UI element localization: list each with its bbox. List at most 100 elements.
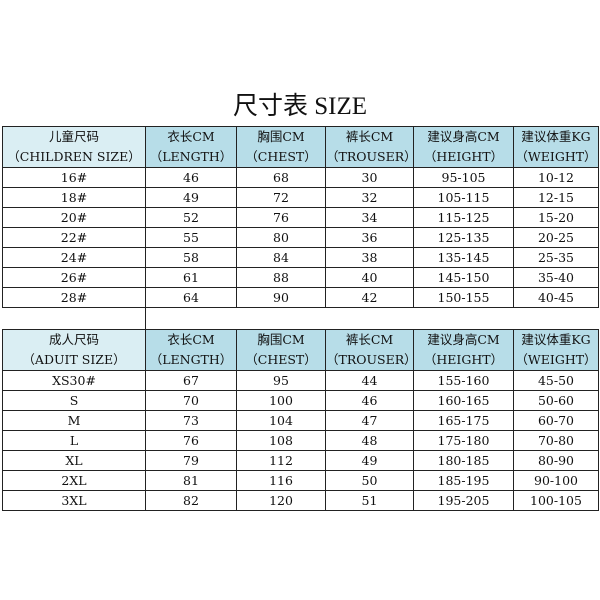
value-cell: 116: [236, 470, 326, 491]
value-cell: 100: [236, 390, 326, 411]
value-cell: 20-25: [513, 227, 599, 248]
value-cell: 12-15: [513, 187, 599, 208]
spacer-row: [2, 307, 599, 330]
size-cell: XL: [2, 450, 146, 471]
header-label-en: （CHILDREN SIZE）: [7, 149, 141, 164]
header-label-cn: 胸围CM: [257, 129, 305, 144]
header-label-en: （HEIGHT）: [423, 149, 504, 164]
value-cell: 180-185: [413, 450, 514, 471]
page-title: 尺寸表 SIZE: [232, 93, 368, 120]
value-cell: 175-180: [413, 430, 514, 451]
value-cell: 82: [145, 490, 237, 511]
value-cell: 120: [236, 490, 326, 511]
value-cell: 38: [325, 247, 414, 268]
table-row: S 70 100 46 160-165 50-60: [2, 390, 599, 411]
value-cell: 160-165: [413, 390, 514, 411]
value-cell: 165-175: [413, 410, 514, 431]
column-header-cell: 胸围CM （CHEST）: [236, 126, 326, 168]
value-cell: 40-45: [513, 287, 599, 308]
size-cell: 20#: [2, 207, 146, 228]
table-row: 3XL 82 120 51 195-205 100-105: [2, 490, 599, 511]
header-label-en: （HEIGHT）: [423, 352, 504, 367]
value-cell: 35-40: [513, 267, 599, 288]
value-cell: 52: [145, 207, 237, 228]
table-row: 20# 52 76 34 115-125 15-20: [2, 207, 599, 228]
value-cell: 88: [236, 267, 326, 288]
value-cell: 67: [145, 370, 237, 391]
column-header-cell: 建议身高CM （HEIGHT）: [413, 126, 514, 168]
table-row: 2XL 81 116 50 185-195 90-100: [2, 470, 599, 491]
size-cell: 16#: [2, 167, 146, 188]
value-cell: 58: [145, 247, 237, 268]
size-cell: 3XL: [2, 490, 146, 511]
value-cell: 195-205: [413, 490, 514, 511]
column-header-cell: 裤长CM （TROUSER）: [325, 126, 414, 168]
size-cell: 2XL: [2, 470, 146, 491]
table-row: 22# 55 80 36 125-135 20-25: [2, 227, 599, 248]
column-header-cell: 衣长CM （LENGTH）: [145, 329, 237, 371]
value-cell: 55: [145, 227, 237, 248]
size-header-cell: 儿童尺码 （CHILDREN SIZE）: [2, 126, 146, 168]
value-cell: 125-135: [413, 227, 514, 248]
value-cell: 50: [325, 470, 414, 491]
value-cell: 79: [145, 450, 237, 471]
value-cell: 64: [145, 287, 237, 308]
size-cell: XS30#: [2, 370, 146, 391]
value-cell: 90-100: [513, 470, 599, 491]
value-cell: 80-90: [513, 450, 599, 471]
empty-cell: [236, 307, 326, 330]
value-cell: 185-195: [413, 470, 514, 491]
table-row: M 73 104 47 165-175 60-70: [2, 410, 599, 431]
header-label-cn: 建议身高CM: [427, 129, 500, 144]
value-cell: 49: [325, 450, 414, 471]
header-label-cn: 裤长CM: [345, 129, 394, 144]
value-cell: 68: [236, 167, 326, 188]
table-row: XL 79 112 49 180-185 80-90: [2, 450, 599, 471]
value-cell: 61: [145, 267, 237, 288]
value-cell: 81: [145, 470, 237, 491]
size-cell: 28#: [2, 287, 146, 308]
value-cell: 34: [325, 207, 414, 228]
header-label-en: （TROUSER）: [326, 149, 414, 164]
table-row: XS30# 67 95 44 155-160 45-50: [2, 370, 599, 391]
adults-header-row: 成人尺码 （ADUIT SIZE） 衣长CM （LENGTH） 胸围CM （CHEST） 裤…: [2, 329, 599, 371]
column-header-cell: 胸围CM （CHEST）: [236, 329, 326, 371]
header-label-cn: 胸围CM: [257, 332, 305, 347]
value-cell: 40: [325, 267, 414, 288]
value-cell: 73: [145, 410, 237, 431]
column-header-cell: 建议体重KG （WEIGHT）: [513, 126, 599, 168]
value-cell: 115-125: [413, 207, 514, 228]
value-cell: 51: [325, 490, 414, 511]
value-cell: 30: [325, 167, 414, 188]
table-row: 18# 49 72 32 105-115 12-15: [2, 187, 599, 208]
column-header-cell: 裤长CM （TROUSER）: [325, 329, 414, 371]
children-header-row: 儿童尺码 （CHILDREN SIZE） 衣长CM （LENGTH） 胸围CM （CHES…: [2, 126, 599, 168]
header-label-cn: 建议体重KG: [521, 332, 591, 347]
value-cell: 72: [236, 187, 326, 208]
header-label-en: （WEIGHT）: [515, 149, 597, 164]
header-label-cn: 裤长CM: [345, 332, 394, 347]
column-header-cell: 建议体重KG （WEIGHT）: [513, 329, 599, 371]
value-cell: 10-12: [513, 167, 599, 188]
header-label-en: （TROUSER）: [326, 352, 414, 367]
column-header-cell: 建议身高CM （HEIGHT）: [413, 329, 514, 371]
value-cell: 46: [145, 167, 237, 188]
size-cell: 18#: [2, 187, 146, 208]
value-cell: 36: [325, 227, 414, 248]
header-label-en: （ADUIT SIZE）: [22, 352, 126, 367]
empty-cell: [513, 307, 599, 330]
value-cell: 76: [145, 430, 237, 451]
value-cell: 50-60: [513, 390, 599, 411]
table-row: 16# 46 68 30 95-105 10-12: [2, 167, 599, 188]
value-cell: 90: [236, 287, 326, 308]
value-cell: 112: [236, 450, 326, 471]
size-cell: S: [2, 390, 146, 411]
value-cell: 135-145: [413, 247, 514, 268]
header-label-cn: 成人尺码: [48, 332, 99, 347]
size-cell: 24#: [2, 247, 146, 268]
value-cell: 44: [325, 370, 414, 391]
size-cell: M: [2, 410, 146, 431]
size-cell: L: [2, 430, 146, 451]
value-cell: 100-105: [513, 490, 599, 511]
header-label-cn: 建议身高CM: [427, 332, 500, 347]
